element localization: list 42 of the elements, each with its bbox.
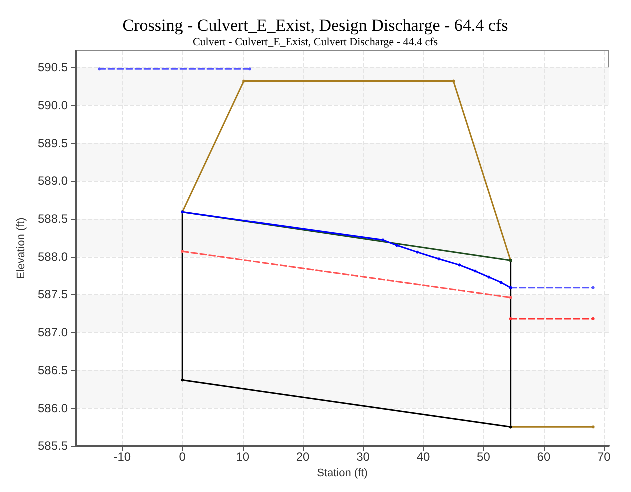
- point: [242, 80, 246, 83]
- point: [592, 426, 595, 429]
- y-tick-label: 589.5: [38, 136, 68, 150]
- point: [592, 286, 595, 290]
- point: [488, 276, 491, 279]
- x-tick-label: 60: [537, 450, 551, 464]
- x-tick-label: 0: [179, 450, 186, 464]
- point: [248, 68, 252, 71]
- point: [181, 250, 184, 254]
- x-tick-label: -10: [114, 450, 132, 464]
- x-tick-label: 40: [416, 450, 430, 464]
- y-tick-label: 588.5: [38, 212, 68, 226]
- point: [458, 264, 462, 267]
- point: [181, 378, 184, 382]
- y-axis-title: Elevation (ft): [16, 218, 28, 280]
- chart-title: Crossing - Culvert_E_Exist, Design Discharge - 64.4 cfs: [122, 16, 508, 35]
- point: [98, 68, 101, 71]
- y-tick-label: 585.5: [38, 439, 68, 454]
- point: [500, 281, 503, 284]
- point: [438, 258, 441, 261]
- y-tick-label: 586.5: [38, 363, 68, 378]
- x-tick-label: 10: [236, 450, 250, 464]
- x-tick-label: 70: [598, 450, 612, 464]
- point: [474, 270, 477, 273]
- x-tick-label: 50: [477, 450, 491, 464]
- y-tick-label: 586.0: [38, 401, 68, 416]
- y-tick-label: 589.0: [38, 174, 68, 188]
- point: [452, 80, 456, 83]
- x-tick-label: 30: [356, 450, 370, 464]
- y-tick-label: 590.5: [38, 60, 68, 75]
- line-series: [181, 210, 512, 429]
- x-tick-label: 20: [296, 450, 310, 464]
- chart-subtitle: Culvert - Culvert_E_Exist, Culvert Discharge - 44.4 cfs: [192, 36, 438, 48]
- line-series: [181, 210, 512, 290]
- point: [416, 250, 419, 254]
- y-tick-label: 587.0: [38, 326, 68, 340]
- point: [509, 317, 512, 320]
- y-tick-label: 588.0: [38, 250, 68, 264]
- point: [592, 317, 595, 320]
- y-tick-label: 590.0: [38, 98, 68, 112]
- y-tick-label: 587.5: [38, 288, 68, 302]
- x-axis-title: Station (ft): [317, 468, 368, 480]
